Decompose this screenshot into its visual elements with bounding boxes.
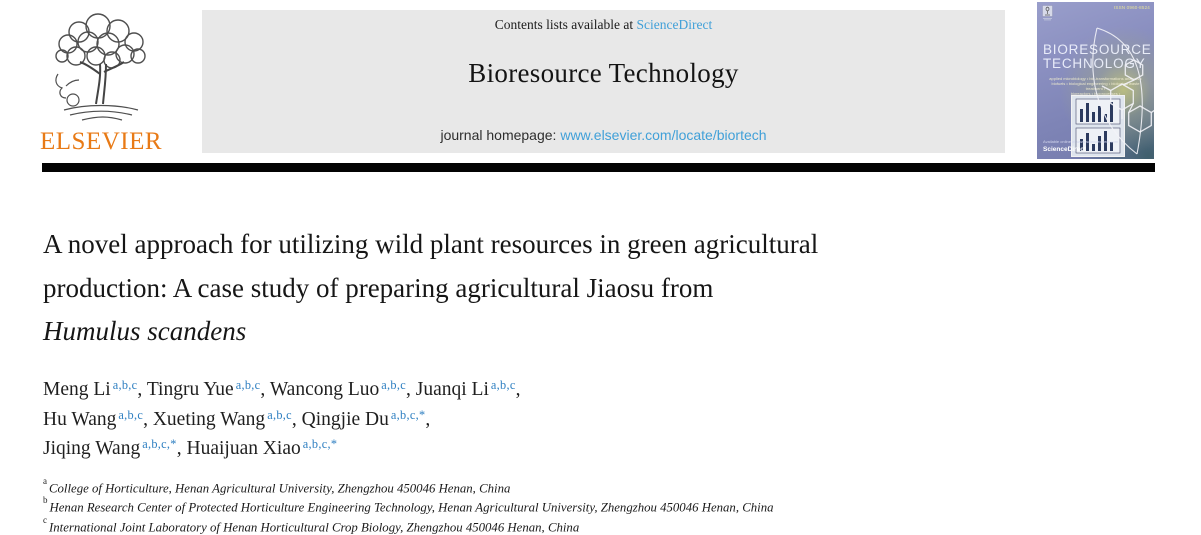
- cover-title: BIORESOURCE TECHNOLOGY: [1043, 43, 1151, 71]
- author-name: Hu Wang: [43, 408, 117, 430]
- author-affiliation-superscript[interactable]: a,b,c: [490, 378, 516, 392]
- author-affiliation-superscript[interactable]: a,b,c,*: [142, 437, 177, 451]
- author-name: Xueting Wang: [152, 408, 266, 430]
- article-title: A novel approach for utilizing wild plan…: [43, 223, 1003, 354]
- author-name: Wancong Luo: [269, 379, 380, 400]
- author-line: Jiqing Wang a,b,c,*, Huaijuan Xiao a,b,c,*: [43, 435, 843, 465]
- affiliation-row: cInternational Joint Laboratory of Henan…: [43, 514, 1143, 535]
- author-line: Meng Li a,b,c, Tingru Yue a,b,c, Wancong L…: [43, 376, 843, 406]
- sciencedirect-link[interactable]: ScienceDirect: [636, 17, 713, 32]
- contents-line: Contents lists available at ScienceDirec…: [202, 17, 1005, 33]
- journal-cover-thumbnail: ISSN 0960-8524 BIORESOURCE TECHNOLOGY ap…: [1037, 2, 1154, 159]
- author-affiliation-superscript[interactable]: a,b,c: [267, 407, 292, 422]
- article-title-line1: A novel approach for utilizing wild plan…: [43, 229, 819, 259]
- author-separator: ,: [406, 379, 416, 400]
- cover-footer-note: Available online at www.sciencedirect.co…: [1043, 139, 1119, 144]
- cover-elsevier-mini-icon: [1042, 5, 1053, 21]
- author-separator: ,: [137, 379, 147, 400]
- contents-prefix: Contents lists available at: [494, 17, 637, 32]
- cover-title-line1: BIORESOURCE: [1043, 42, 1152, 57]
- author-affiliation-superscript[interactable]: a,b,c: [112, 378, 138, 392]
- article-title-species: Humulus scandens: [43, 316, 247, 346]
- homepage-line: journal homepage: www.elsevier.com/locat…: [202, 127, 1005, 143]
- author-separator: ,: [176, 438, 187, 459]
- author-affiliation-superscript[interactable]: a,b,c: [235, 378, 261, 392]
- author-name: Tingru Yue: [146, 379, 234, 400]
- author-separator: ,: [143, 408, 153, 430]
- cover-category-line: bioreactors • bioprocesses •: [1070, 91, 1121, 96]
- author-affiliation-superscript[interactable]: a,b,c,*: [390, 407, 426, 422]
- affiliation-marker: a: [43, 476, 47, 486]
- author-name: Jiqing Wang: [43, 438, 141, 459]
- affiliations: aCollege of Horticulture, Henan Agricult…: [43, 476, 1143, 535]
- journal-header-box: Contents lists available at ScienceDirec…: [202, 10, 1005, 153]
- affiliation-marker: c: [43, 514, 47, 525]
- header-divider-bar: [42, 163, 1155, 172]
- author-lines: Meng Li a,b,c, Tingru Yue a,b,c, Wancong L…: [43, 376, 843, 465]
- affiliation-row: aCollege of Horticulture, Henan Agricult…: [43, 476, 1143, 496]
- author-affiliation-superscript[interactable]: a,b,c,*: [302, 437, 338, 451]
- author-separator: ,: [515, 379, 521, 400]
- elsevier-wordmark: ELSEVIER: [40, 128, 163, 155]
- cover-category-line: applied microbiology • bio-transformatio…: [1049, 76, 1142, 81]
- journal-title: Bioresource Technology: [468, 58, 739, 88]
- author-name: Juanqi Li: [415, 379, 489, 400]
- author-separator: ,: [260, 379, 270, 400]
- author-line: Hu Wang a,b,c, Xueting Wang a,b,c, Qingjie…: [43, 406, 843, 436]
- author-affiliation-superscript[interactable]: a,b,c: [381, 378, 406, 392]
- affiliation-marker: b: [43, 495, 48, 506]
- author-separator: ,: [291, 408, 302, 430]
- homepage-link[interactable]: www.elsevier.com/locate/biortech: [560, 127, 767, 143]
- elsevier-tree-icon: [55, 13, 146, 121]
- homepage-label: journal homepage:: [440, 127, 561, 143]
- author-name: Qingjie Du: [301, 408, 389, 430]
- author-name: Huaijuan Xiao: [186, 438, 301, 459]
- elsevier-logo: ELSEVIER: [40, 6, 172, 158]
- cover-title-line2: TECHNOLOGY: [1043, 56, 1146, 71]
- affiliation-text: College of Horticulture, Henan Agricultu…: [49, 481, 511, 496]
- cover-molecule-icon: [1092, 27, 1154, 155]
- cover-sciencedirect-label: ScienceDirect: [1043, 146, 1086, 153]
- affiliation-row: bHenan Research Center of Protected Hort…: [43, 495, 1143, 515]
- article-title-line2: production: A case study of preparing ag…: [43, 272, 714, 303]
- author-name: Meng Li: [43, 379, 111, 400]
- affiliation-text: International Joint Laboratory of Henan …: [49, 520, 580, 535]
- cover-issn: ISSN 0960-8524: [1113, 5, 1150, 10]
- author-affiliation-superscript[interactable]: a,b,c: [118, 407, 144, 422]
- affiliation-text: Henan Research Center of Protected Horti…: [49, 500, 774, 515]
- author-separator: ,: [425, 408, 431, 430]
